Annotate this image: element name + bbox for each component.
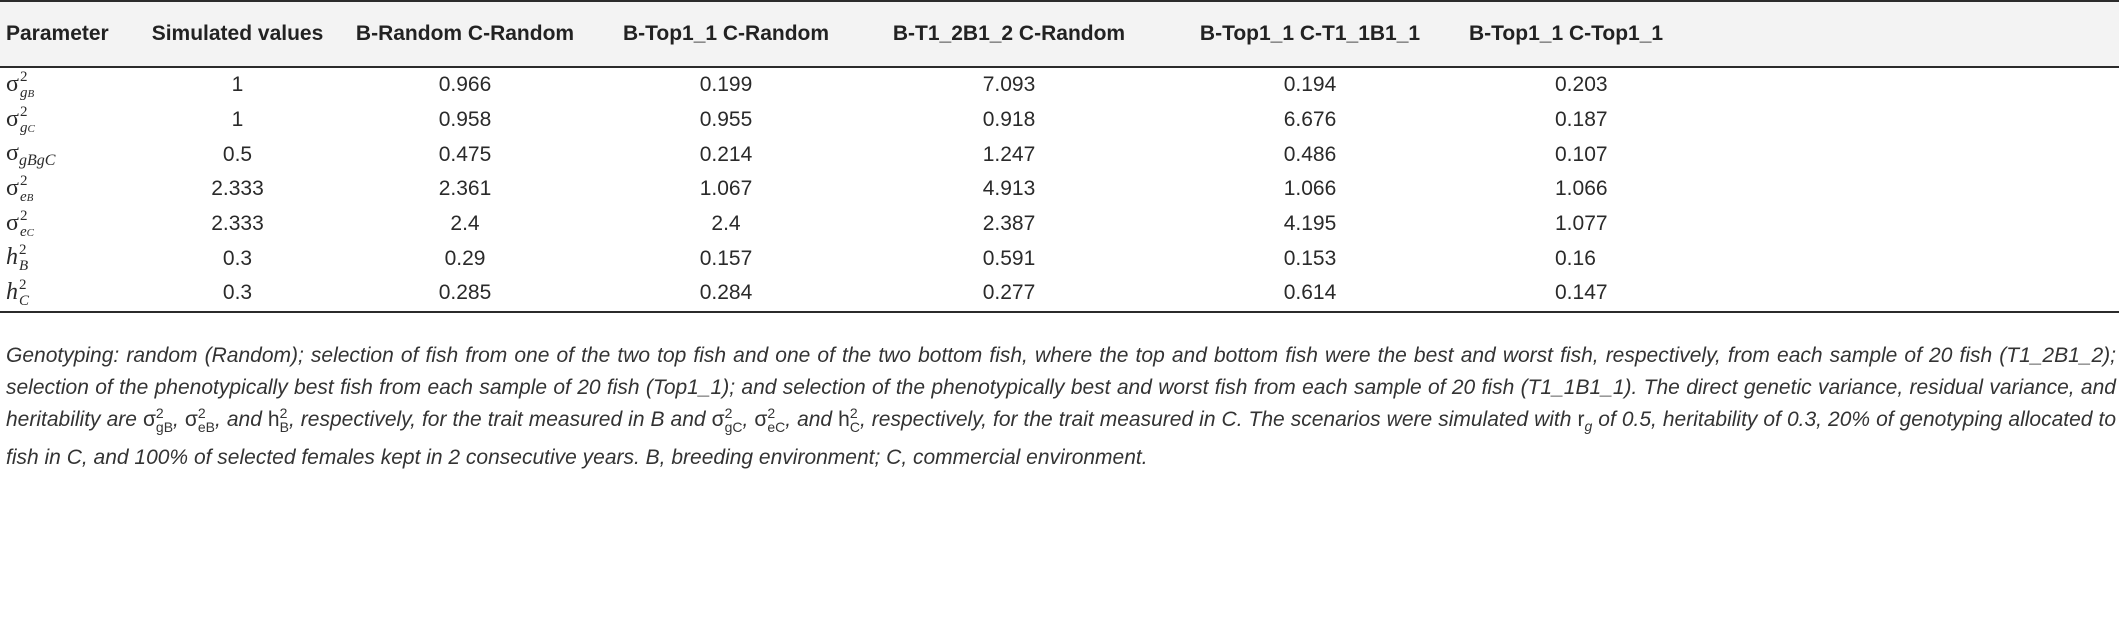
table-row: h 2 B 0.3 0.29 0.157 0.591 0.153 0.16 [0,241,2119,276]
table-cell: 4.913 [982,177,1036,201]
table-cell: 0.187 [1555,108,1608,132]
table-cell: 0.214 [699,142,753,166]
table-cell: 0.3 [140,276,335,313]
results-table-container: Parameter Simulated values B-Random C-Ra… [0,0,2119,313]
table-cell: 2.4 [711,212,741,236]
table-cell: 4.195 [1283,212,1337,236]
table-cell: 0.958 [438,108,492,132]
table-cell: 0.147 [1459,276,2119,313]
table-cell: 0.955 [699,108,753,132]
table-cell: 1.077 [1555,212,1608,236]
table-row: σ 2 gC 1 0.958 0.955 0.918 6.676 0.187 [0,103,2119,138]
table-cell: 0.285 [335,276,595,313]
parameter-symbol: σ 2 gC [6,103,35,136]
table-cell: 2.361 [438,177,492,201]
table-row: σ 2 eC 2.333 2.4 2.4 2.387 4.195 1.077 [0,207,2119,242]
table-row: h 2 C 0.3 0.285 0.284 0.277 0.614 0.147 [0,276,2119,313]
header-parameter: Parameter [0,0,140,68]
table-cell: 2.333 [211,212,264,236]
header-b-top1-c-top1: B-Top1_1 C-Top1_1 [1459,0,2119,68]
table-cell: 0.5 [222,142,253,166]
table-row: σgBgC 0.5 0.475 0.214 1.247 0.486 0.107 [0,137,2119,172]
header-b-t12b12-c-random: B-T1_2B1_2 C-Random [857,0,1161,68]
caption-line-5: to fish in C, and 100% of selected femal… [6,408,2116,470]
table-cell: 0.153 [1283,246,1337,270]
table-cell: 0.475 [438,142,492,166]
table-cell: 2.4 [450,212,480,236]
table-cell: 0.203 [1555,73,1608,97]
table-cell: 7.093 [982,73,1036,97]
table-cell: 0.107 [1555,142,1608,166]
table-cell: 0.277 [857,276,1161,313]
formula-sigma2-gB: σ 2 gB [142,405,174,436]
header-b-top1-c-t11b11: B-Top1_1 C-T1_1B1_1 [1161,0,1459,68]
header-b-random-c-random: B-Random C-Random [335,0,595,68]
table-cell: 0.966 [438,73,492,97]
table-cell: 0.614 [1161,276,1459,313]
table-cell: 6.676 [1283,108,1337,132]
formula-rg: rg [1577,408,1593,435]
table-header-row: Parameter Simulated values B-Random C-Ra… [0,0,2119,68]
table-cell: 2.387 [982,212,1036,236]
table-cell: 1 [231,108,244,132]
caption-line-3: best and worst fish from each sample of … [6,376,2116,431]
parameter-symbol: σgBgC [6,139,56,169]
formula-sigma2-gC: σ 2 gC [711,405,743,436]
caption-line-2: respectively, from each sample of 20 fis… [6,344,2116,399]
formula-sigma2-eC: σ 2 eC [754,405,786,436]
results-table: Parameter Simulated values B-Random C-Ra… [0,0,2119,313]
header-b-top1-c-random: B-Top1_1 C-Random [595,0,857,68]
table-cell: 0.284 [595,276,857,313]
parameter-symbol: σ 2 eC [6,207,34,240]
table-cell: 1.067 [699,177,753,201]
table-cell: 1.066 [1555,177,1608,201]
caption-line-4: measured in B and [528,408,712,431]
table-cell: 1 [231,73,244,97]
table-cell: 1.066 [1283,177,1337,201]
parameter-symbol: σ 2 eB [6,172,34,205]
table-body: σ 2 gB 1 0.966 0.199 7.093 0.194 0.203 σ 2 gC 1 0.958… [0,67,2119,313]
table-cell: 0.918 [982,108,1036,132]
table-cell: 0.199 [699,73,753,97]
table-caption: Genotyping: random (Random); selection o… [6,344,2116,470]
parameter-symbol: σ 2 gB [6,68,35,101]
table-cell: 0.3 [222,246,253,270]
table-cell: 0.16 [1555,246,1596,270]
table-cell: 0.157 [699,246,753,270]
table-cell: 1.247 [982,142,1036,166]
header-simulated-values: Simulated values [140,0,335,68]
table-row: σ 2 gB 1 0.966 0.199 7.093 0.194 0.203 [0,67,2119,103]
table-cell: 0.486 [1283,142,1337,166]
formula-sigma2-eB: σ 2 eB [184,405,215,436]
table-cell: 2.333 [211,177,264,201]
table-cell: 0.591 [982,246,1036,270]
table-cell: 0.29 [444,246,486,270]
caption-line-1: Genotyping: random (Random); selection o… [6,344,1599,367]
table-cell: 0.194 [1283,73,1337,97]
table-row: σ 2 eB 2.333 2.361 1.067 4.913 1.066 1.066 [0,172,2119,207]
